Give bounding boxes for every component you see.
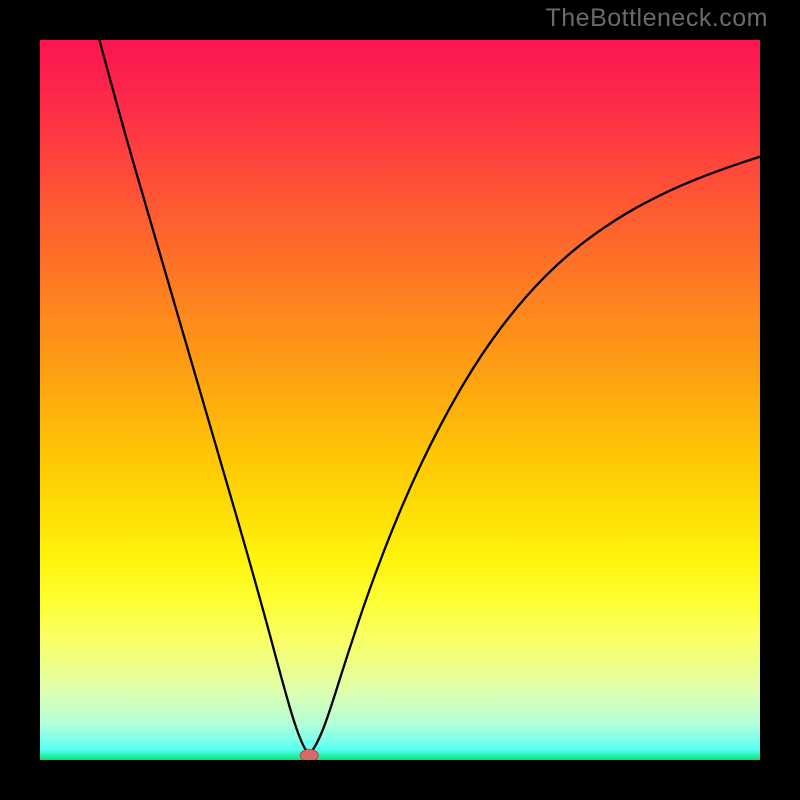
vertex-marker [300,749,318,760]
plot-area [40,40,760,760]
watermark-text: TheBottleneck.com [546,4,769,33]
gradient-background [40,40,760,760]
plot-svg [40,40,760,760]
